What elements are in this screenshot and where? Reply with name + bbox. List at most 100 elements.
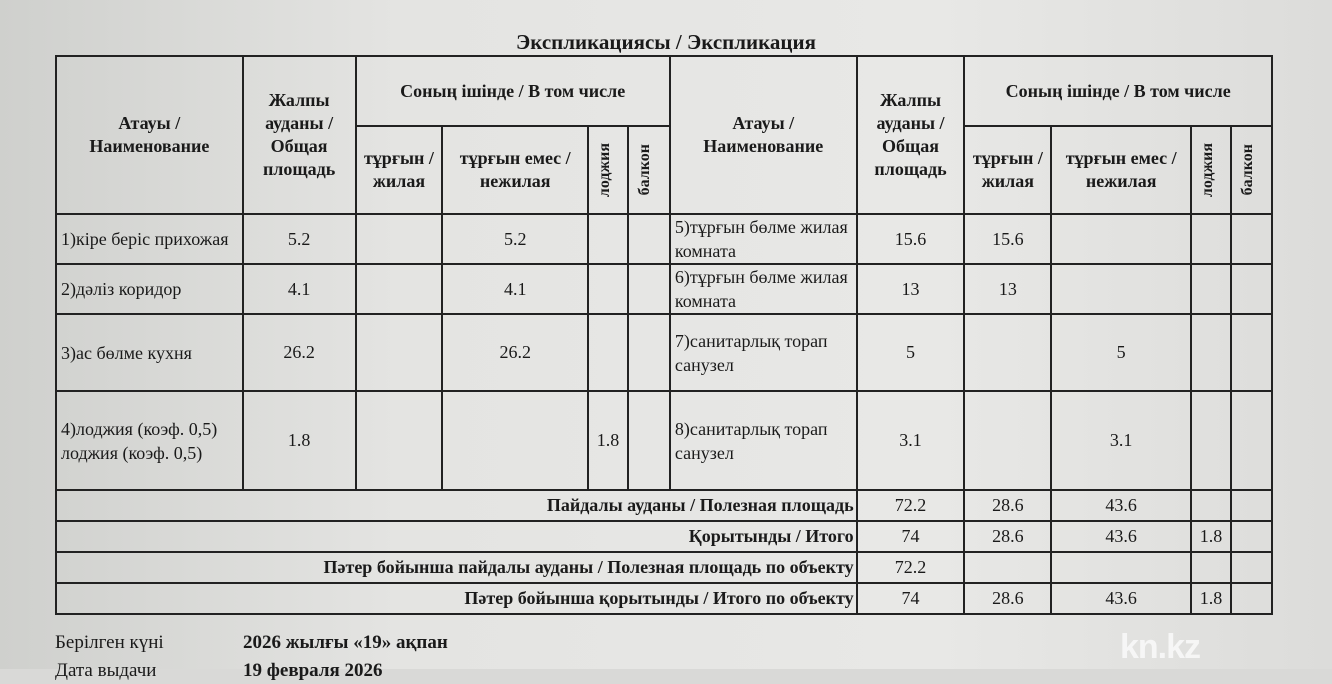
header-nonliving: тұрғын емес / нежилая [441,125,590,215]
room-name: 3)ас бөлме кухня [55,313,244,392]
header-nonliving: тұрғын емес / нежилая [1050,125,1192,215]
summary-total: 74 [855,520,966,553]
summary-loggia: 1.8 [1190,582,1232,615]
cell-total: 4.1 [241,263,357,315]
summary-nonliving [1050,551,1192,584]
explication-table: Атауы / Наименование Жалпы ауданы / Обща… [55,55,1274,615]
summary-row: Пәтер бойынша пайдалы ауданы / Полезная … [55,551,1274,584]
room-name: 2)дәліз коридор [55,263,244,315]
cell-living [963,313,1053,392]
summary-total: 72.2 [855,551,966,584]
cell-living [354,390,444,491]
summary-loggia: 1.8 [1190,520,1232,553]
table-row: 2)дәліз коридор 4.1 4.1 6)тұрғын бөлме жила… [55,263,1274,315]
summary-balcony [1229,551,1274,584]
cell-nonliving: 26.2 [441,313,590,392]
room-name: 5)тұрғын бөлме жилая комната [668,213,858,265]
issue-date-value-ru: 19 февраля 2026 [243,660,383,681]
issue-date-value-kz: 2026 жылғы «19» ақпан [243,632,448,653]
summary-loggia [1190,551,1232,584]
summary-living: 28.6 [963,489,1053,522]
table-row: 3)ас бөлме кухня 26.2 26.2 7)санитарлық тор… [55,313,1274,392]
cell-balcony [1229,263,1274,315]
cell-living [354,263,444,315]
summary-label: Пәтер бойынша пайдалы ауданы / Полезная … [55,551,858,584]
header-name: Атауы / Наименование [55,55,244,215]
issue-date-kz: Берілген күні 2026 жылғы «19» ақпан [55,630,755,656]
cell-nonliving [1050,263,1192,315]
cell-total: 5.2 [241,213,357,265]
cell-total: 13 [855,263,966,315]
room-name: 6)тұрғын бөлме жилая комната [668,263,858,315]
summary-loggia [1190,489,1232,522]
header-living: тұрғын / жилая [354,125,444,215]
cell-total: 15.6 [855,213,966,265]
cell-loggia [587,313,629,392]
table-row: 1)кіре беріс прихожая 5.2 5.2 5)тұрғын бөлм… [55,213,1274,265]
table-row: 4)лоджия (коэф. 0,5) лоджия (коэф. 0,5) 1… [55,390,1274,491]
cell-nonliving: 4.1 [441,263,590,315]
summary-living: 28.6 [963,520,1053,553]
header-total: Жалпы ауданы / Общая площадь [241,55,357,215]
issue-date-label-kz: Берілген күні [55,632,164,653]
cell-living [963,390,1053,491]
cell-loggia [1190,313,1232,392]
cell-total: 3.1 [855,390,966,491]
summary-row: Пәтер бойынша қорытынды / Итого по объек… [55,582,1274,615]
room-name: 7)санитарлық торап санузел [668,313,858,392]
summary-nonliving: 43.6 [1050,582,1192,615]
cell-nonliving [1050,213,1192,265]
summary-total: 72.2 [855,489,966,522]
cell-living: 13 [963,263,1053,315]
summary-nonliving: 43.6 [1050,520,1192,553]
cell-balcony [1229,213,1274,265]
header-loggia: лоджия [1199,142,1216,198]
issue-date-ru: Дата выдачи 19 февраля 2026 [55,658,755,684]
summary-row: Қорытынды / Итого 74 28.6 43.6 1.8 [55,520,1274,553]
header-total: Жалпы ауданы / Общая площадь [855,55,966,215]
summary-balcony [1229,582,1274,615]
cell-living [354,313,444,392]
summary-label: Пәтер бойынша қорытынды / Итого по объек… [55,582,858,615]
header-loggia: лоджия [596,142,614,198]
cell-balcony [626,213,671,265]
document-title: Экспликациясы / Экспликация [516,30,816,54]
room-name: 4)лоджия (коэф. 0,5) лоджия (коэф. 0,5) [55,390,244,491]
cell-nonliving: 5.2 [441,213,590,265]
cell-total: 5 [855,313,966,392]
cell-nonliving: 3.1 [1050,390,1192,491]
header-including: Соның ішінде / В том числе [354,55,671,127]
summary-row: Пайдалы ауданы / Полезная площадь 72.2 28.… [55,489,1274,522]
cell-loggia [1190,390,1232,491]
summary-nonliving: 43.6 [1050,489,1192,522]
cell-total: 26.2 [241,313,357,392]
cell-balcony [626,263,671,315]
room-name: 1)кіре беріс прихожая [55,213,244,265]
header-including: Соның ішінде / В том числе [963,55,1273,127]
cell-balcony [626,390,671,491]
cell-balcony [1229,390,1274,491]
cell-total: 1.8 [241,390,357,491]
cell-nonliving: 5 [1050,313,1192,392]
summary-balcony [1229,520,1274,553]
header-balcony: балкон [1238,144,1256,196]
header-living: тұрғын / жилая [963,125,1053,215]
room-name: 8)санитарлық торап санузел [668,390,858,491]
watermark-logo: kn.kz [1120,628,1201,666]
cell-living [354,213,444,265]
cell-balcony [626,313,671,392]
summary-total: 74 [855,582,966,615]
header-name: Атауы / Наименование [668,55,858,215]
issue-date-label-ru: Дата выдачи [55,660,157,681]
cell-living: 15.6 [963,213,1053,265]
cell-nonliving [441,390,590,491]
cell-loggia [587,263,629,315]
header-balcony: балкон [635,144,653,196]
cell-balcony [1229,313,1274,392]
summary-living [963,551,1053,584]
cell-loggia [587,213,629,265]
summary-label: Қорытынды / Итого [55,520,858,553]
cell-loggia [1190,263,1232,315]
summary-label: Пайдалы ауданы / Полезная площадь [55,489,858,522]
cell-loggia: 1.8 [587,390,629,491]
